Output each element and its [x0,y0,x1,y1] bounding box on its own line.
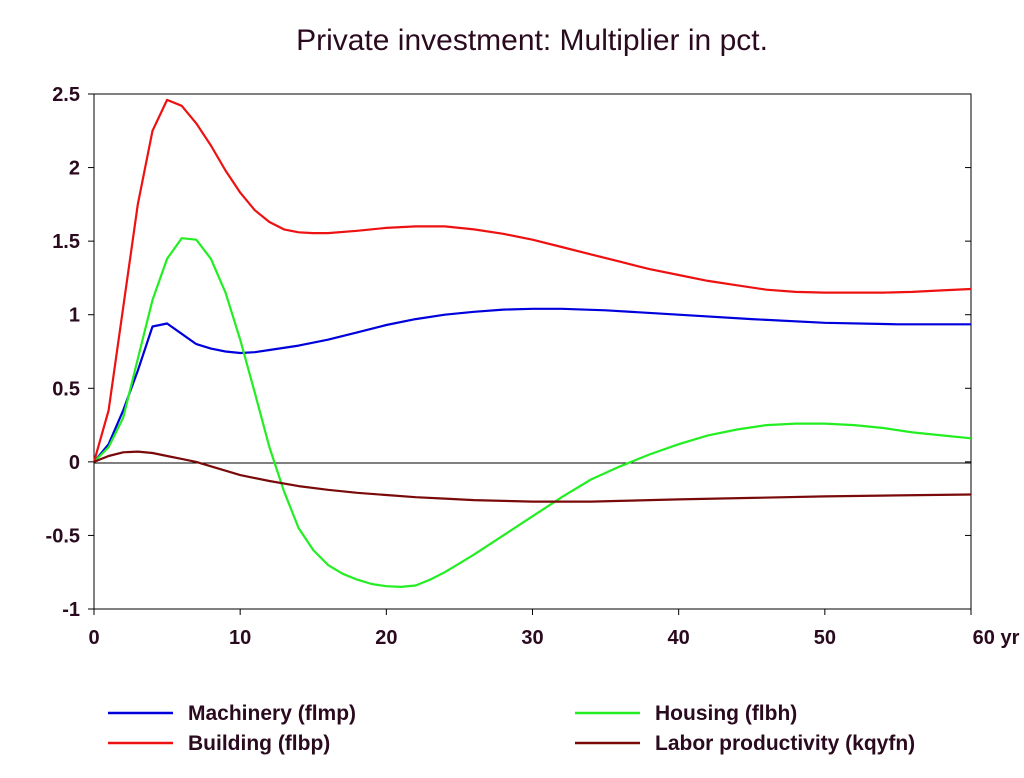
x-tick-label: 40 [668,627,690,649]
series-lines [92,98,972,589]
y-tick-label: 1.5 [52,231,80,253]
legend-label: Housing (flbh) [655,702,797,725]
y-tick-label: -1 [62,599,80,621]
legend-label: Labor productivity (kqyfn) [655,732,915,755]
series-line-0 [93,307,971,463]
y-tick-label: 0.5 [52,378,80,400]
series-line-2 [92,98,972,463]
y-tick-label: 2.5 [52,84,80,106]
x-tick-label: 20 [375,627,397,649]
y-tick-label: 2 [69,158,80,180]
legend-label: Machinery (flmp) [188,702,356,725]
legend-label: Building (flbp) [188,732,330,755]
series-line-1 [93,237,972,589]
series-line-3 [93,450,972,503]
x-tick-label: 60 yr [973,627,1020,649]
x-tick-label: 30 [521,627,543,649]
x-tick-label: 10 [229,627,251,649]
y-tick-label: -0.5 [46,525,80,547]
y-tick-label: 0 [69,452,80,474]
x-tick-label: 0 [88,627,99,649]
legend: Machinery (flmp) Housing (flbh) Building (… [108,702,915,755]
chart-title: Private investment: Multiplier in pct. [296,24,768,57]
y-tick-label: 1 [69,305,80,327]
x-tick-label: 50 [814,627,836,649]
axis-ticks: -1 -0.5 0 0.5 1 1.5 2 2.5 0 10 20 30 40 50 60 yr [46,84,1020,649]
